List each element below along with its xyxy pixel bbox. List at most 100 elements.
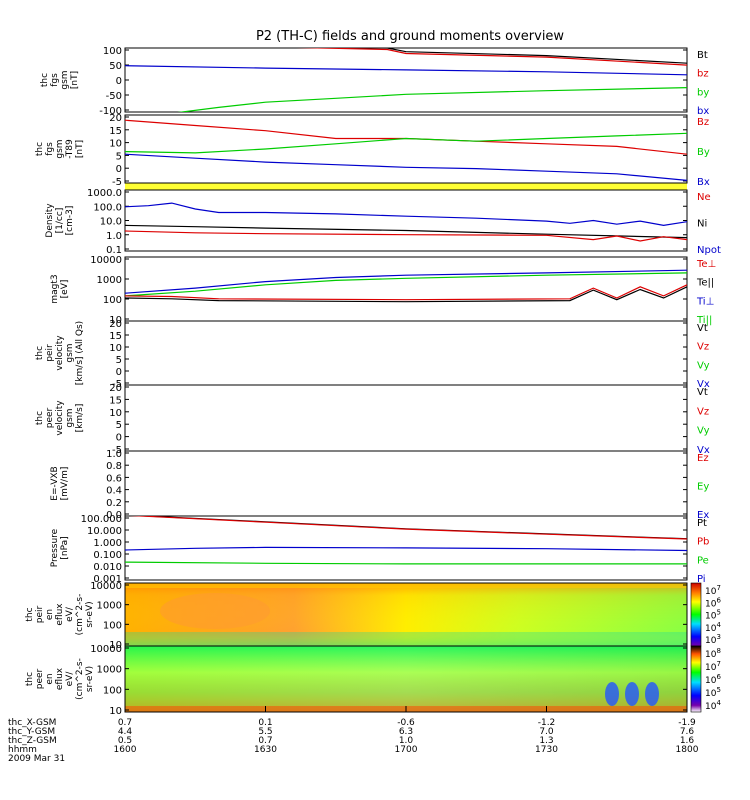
colorbar-label: 103 [705,633,721,646]
legend-entry: Pb [697,537,709,548]
series-line-Te⊥ [125,284,687,301]
y-tick-label: -50 [106,91,122,102]
y-tick-label: 100.0 [93,202,122,213]
panel-frame [124,256,688,322]
y-axis-label: thc [35,142,45,156]
panel-2: 20 15 105 0 -5 thc fgs gsm -T89 [nT] Bz By Bx [35,113,710,190]
y-axis-label: fgs [45,142,55,156]
y-tick-label: 0.0 [106,510,122,521]
legend-entry: Ti|| [696,315,712,326]
y-tick-label: 0.001 [93,574,122,585]
y-tick-label: 15 [109,395,122,406]
y-tick-label: 1000.0 [87,188,122,199]
x-tick-label: -0.6 [397,718,415,728]
y-axis-label: thc [25,607,35,621]
y-tick-label: 10.0 [100,217,122,228]
y-tick-label: 0 [116,164,122,175]
x-row-label: thc_X-GSM [8,718,56,728]
chart-title: P2 (TH-C) fields and ground moments over… [256,29,564,44]
legend-entry: Pi [697,574,706,585]
legend-entry: Bz [697,117,709,128]
panel-frame [124,47,688,113]
y-axis-label: gsm [65,408,75,427]
x-row-label: hhmm [8,745,37,755]
panel-7: 1.00.80.6 0.40.20.0 E=-VXB [mV/m] Ez Ey Ex [50,449,709,521]
y-tick-label: 15 [109,126,122,137]
y-axis-label: (cm^2-s- [75,658,85,700]
legend-entry: Npot [697,245,721,256]
y-tick-label: 10 [109,706,122,717]
series-line-Ni [125,224,687,239]
y-tick-label: 0.8 [106,461,122,472]
x-tick-label: -1.2 [538,718,556,728]
y-axis-label: fgs [50,73,60,87]
series-line-Ti⊥ [125,269,687,294]
y-axis-label: peir [45,344,55,362]
legend-entry: Vx [697,445,710,456]
y-tick-label: 10.000 [87,526,122,537]
y-axis-label: Density [45,203,55,238]
y-tick-label: 0.2 [106,498,122,509]
y-axis-label: [nT] [70,71,80,89]
legend-entry: bz [697,69,709,80]
x-tick-label: 1.0 [399,736,414,746]
colorbar-label: 107 [705,660,721,673]
y-tick-label: 1000 [97,275,122,286]
x-axis-labels: thc_X-GSM 0.7 0.1 -0.6 -1.2 -1.9 thc_Y-GSM 4.4 5… [8,706,699,764]
series-line-Ne [125,230,687,242]
spectrogram-overlay [125,646,687,712]
y-tick-label: 1.0 [106,449,122,460]
legend-entry: Te|| [696,278,714,289]
y-tick-label: 100 [103,620,122,631]
y-tick-label: -5 [112,177,122,188]
y-axis-label: E=-VXB [50,466,60,500]
spectrogram-bottom-band [125,632,687,646]
y-axis-label: (cm^2-s- [75,594,85,636]
y-tick-label: 100 [103,685,122,696]
y-tick-label: -5 [112,445,122,456]
y-tick-label: 20 [109,383,122,394]
y-tick-label: 10 [109,139,122,150]
y-axis-label: velocity [55,335,65,371]
y-tick-label: 0 [116,367,122,378]
legend-entry: Te⊥ [696,259,716,270]
legend-entry: Ne [697,192,711,203]
legend-entry: Pe [697,555,709,566]
y-axis-label: thc [35,346,45,360]
y-tick-label: 100.000 [81,514,122,525]
y-axis-label: [1/cc] [55,208,65,234]
y-tick-label: 10000 [90,581,122,592]
x-tick-label: 0.1 [258,718,272,728]
legend-entry: by [697,87,709,98]
quality-strip [125,183,687,190]
x-tick-label: 0.7 [118,718,132,728]
x-row-label: thc_Y-GSM [8,727,55,737]
legend-entry: Vy [697,426,710,437]
colorbar-label: 106 [705,673,721,686]
y-tick-label: -100 [99,106,122,117]
legend-entry: Bt [697,50,708,61]
series-line-Te|| [125,286,687,303]
y-axis-label: [km/s] (All Qs) [75,321,85,385]
legend-entry: Vz [697,406,709,417]
y-axis-label: velocity [55,400,65,436]
y-axis-label: -T89 [65,139,75,159]
series-line-Bx [125,153,687,181]
y-tick-label: 50 [109,61,122,72]
legend-entry: Vt [697,323,708,334]
colorbar-label: 105 [705,686,721,699]
y-tick-label: 100 [103,295,122,306]
legend-entry: Ti⊥ [696,296,714,307]
series-line-bz [295,48,687,66]
y-axis-label: [km/s] [75,404,85,433]
y-axis-label: sr-eV) [85,666,95,692]
legend-entry: Ey [697,482,709,493]
x-tick-label: 1800 [676,745,699,755]
panel-frame [124,515,688,581]
legend-entry: Vt [697,387,708,398]
legend-entry: Ex [697,510,709,521]
series-line-Bt [331,48,687,64]
y-axis-label: eflux [55,667,65,690]
y-axis-label: Pressure [50,528,60,567]
